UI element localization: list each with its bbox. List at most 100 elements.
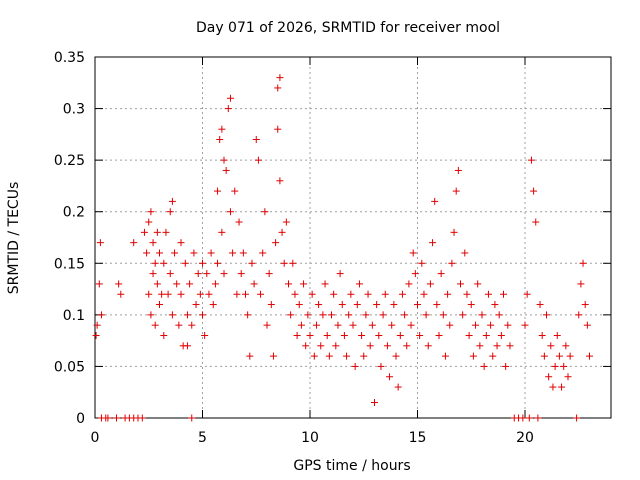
data-point [252,136,260,144]
data-point [375,331,383,339]
data-point [321,280,329,288]
data-point [289,259,297,267]
data-point [192,301,200,309]
data-point [396,331,404,339]
data-point [345,311,353,319]
data-point [263,321,271,329]
data-point [151,259,159,267]
data-point [484,290,492,298]
data-point [424,342,432,350]
data-point [325,352,333,360]
data-point [353,301,361,309]
data-point [489,352,497,360]
axis-ticks [94,56,611,419]
data-point [282,218,290,226]
data-point [267,301,275,309]
data-point [566,352,574,360]
data-point [401,311,409,319]
data-point [523,290,531,298]
data-point [183,311,191,319]
data-point [113,414,120,422]
data-point [349,321,357,329]
data-point [360,352,368,360]
data-point [171,249,179,257]
data-point [340,331,348,339]
data-point [196,290,204,298]
data-point [160,331,168,339]
data-point [175,321,183,329]
data-point [482,331,490,339]
data-point [586,352,593,360]
data-point [405,280,413,288]
data-point [168,197,176,205]
data-point [439,311,447,319]
data-point [575,311,583,319]
data-point [418,259,426,267]
data-point [525,414,533,422]
data-point [220,270,228,278]
data-point [164,290,172,298]
data-point [297,321,305,329]
data-point [211,280,219,288]
data-point [140,228,148,236]
data-point [366,342,374,350]
data-point [276,177,284,185]
data-point [276,74,284,82]
data-point [429,239,437,247]
data-point [291,290,299,298]
data-point [145,218,153,226]
data-point [545,373,553,381]
data-point [422,311,430,319]
data-point [467,301,475,309]
data-point [431,197,439,205]
data-point [347,290,355,298]
data-point [248,259,256,267]
y-tick-label: 0.1 [63,308,85,324]
data-point [177,239,185,247]
data-point [261,208,269,216]
data-point [138,414,146,422]
data-point [226,208,234,216]
data-point [186,280,194,288]
data-point [147,208,155,216]
data-points [92,74,593,422]
data-point [308,290,316,298]
data-point [274,84,282,92]
data-point [583,321,591,329]
data-point [364,290,372,298]
data-point [323,331,331,339]
data-point [199,259,206,267]
data-point [280,259,288,267]
data-point [474,280,482,288]
data-point [207,249,215,257]
data-point [160,259,168,267]
data-point [534,414,542,422]
data-point [338,301,346,309]
data-point [362,311,370,319]
data-point [491,301,499,309]
data-point [543,311,550,319]
data-point [495,311,503,319]
x-tick-label: 20 [516,430,534,446]
data-point [463,290,471,298]
data-point [254,156,262,164]
data-point [188,321,196,329]
data-point [446,321,454,329]
data-point [577,280,585,288]
data-point [242,290,249,298]
data-point [502,362,510,370]
data-point [319,311,327,319]
data-point [92,331,100,339]
data-point [188,414,196,422]
data-point [302,342,310,350]
data-point [330,290,338,298]
plot-frame [94,56,612,419]
data-point [304,311,312,319]
data-point [532,218,540,226]
data-point [540,352,548,360]
data-point [469,352,477,360]
data-point [162,228,170,236]
data-point [190,249,198,257]
data-point [315,301,323,309]
